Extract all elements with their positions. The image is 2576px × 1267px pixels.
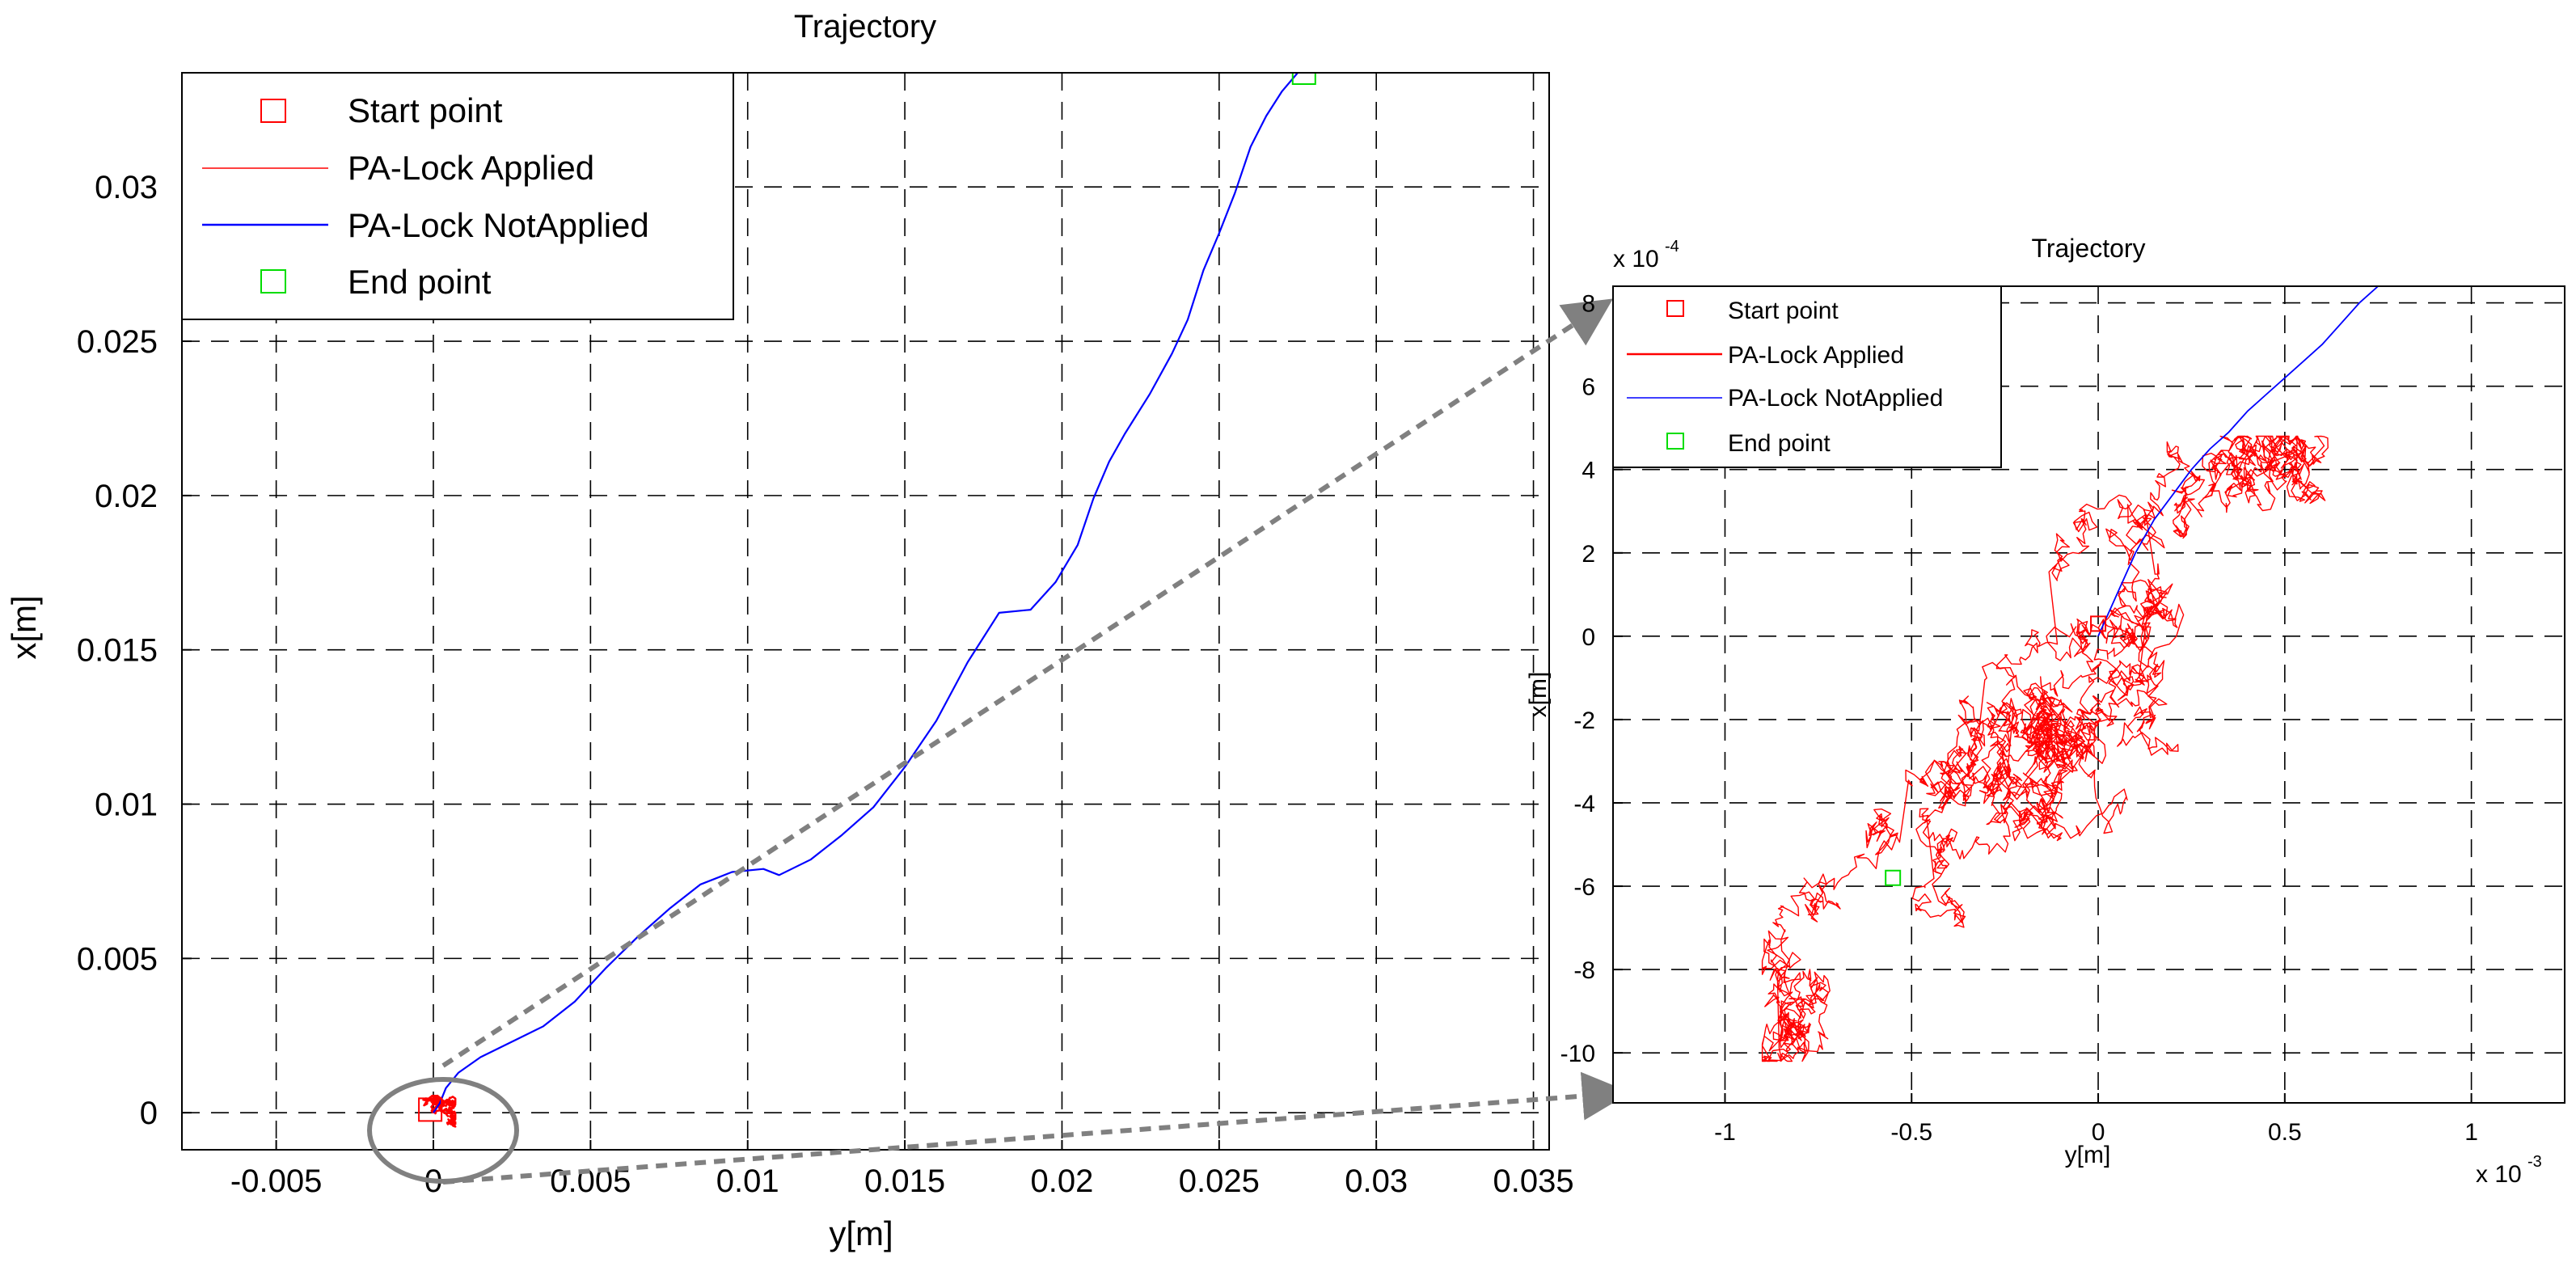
inset-x-tick-label: -1 <box>1714 1119 1736 1146</box>
main-x-tick-label: 0.025 <box>1179 1164 1260 1199</box>
main-legend-start-marker <box>260 99 286 123</box>
inset-legend-start-marker <box>1666 300 1684 317</box>
inset-y-tick-label: 4 <box>1581 458 1595 484</box>
main-y-tick-label: 0.015 <box>77 633 158 669</box>
main-y-tick-label: 0.03 <box>95 170 158 205</box>
inset-x-multiplier: x 10 -3 <box>2476 1153 2542 1188</box>
inset-y-tick-label: -4 <box>1573 791 1595 817</box>
inset-x-multiplier-base: x 10 <box>2476 1161 2522 1188</box>
inset-x-tick-label: 0.5 <box>2268 1119 2302 1146</box>
main-x-tick-label: 0.035 <box>1493 1164 1574 1199</box>
main-chart: -0.005 0 0.005 0.01 0.015 0.02 0.025 0.03 0.035 0… <box>5 9 1574 1252</box>
main-x-tick-label: 0.03 <box>1345 1164 1408 1199</box>
inset-y-tick-label: 8 <box>1581 291 1595 318</box>
inset-legend-notapplied-label: PA-Lock NotApplied <box>1728 385 1943 412</box>
main-x-tick-label: 0.015 <box>864 1164 945 1199</box>
inset-y-tick-label: -10 <box>1560 1041 1595 1067</box>
inset-y-tick-label: -2 <box>1573 707 1595 734</box>
inset-ticks: -1 -0.5 0 0.5 1 -10 -8 -6 -4 -2 0 2 4 6 8 <box>1560 291 2478 1146</box>
main-x-tick-label: 0.02 <box>1031 1164 1094 1199</box>
main-y-tick-label: 0.025 <box>77 324 158 360</box>
main-axes-box <box>181 72 1550 1151</box>
inset-series <box>1761 286 2379 1062</box>
main-ticks: -0.005 0 0.005 0.01 0.015 0.02 0.025 0.03 0.035 0… <box>77 170 1574 1199</box>
main-legend-notapplied-label: PA-Lock NotApplied <box>348 206 649 244</box>
inset-y-tick-label: -8 <box>1573 957 1595 984</box>
inset-marker-end-point <box>1885 869 1902 886</box>
main-x-tick-label: 0.01 <box>716 1164 779 1199</box>
main-y-axis-label: x[m] <box>5 595 43 659</box>
inset-y-multiplier-exp: -4 <box>1665 238 1679 256</box>
inset-legend-end-label: End point <box>1728 430 1831 457</box>
inset-y-multiplier-base: x 10 <box>1613 246 1659 272</box>
main-legend: Start point PA-Lock Applied PA-Lock NotA… <box>181 72 734 320</box>
inset-series-pa-lock-applied <box>1761 435 2329 1062</box>
main-x-tick-label: -0.005 <box>230 1164 322 1199</box>
main-series-pa-lock-notapplied <box>433 73 1299 1113</box>
main-legend-end-label: End point <box>348 263 492 301</box>
main-marker-end-point <box>1291 73 1316 85</box>
main-y-tick-label: 0.005 <box>77 941 158 977</box>
inset-y-tick-label: -6 <box>1573 874 1595 901</box>
main-series-pa-lock-applied <box>422 1094 457 1128</box>
inset-x-tick-label: 1 <box>2464 1119 2478 1146</box>
inset-legend-end-marker <box>1666 433 1684 450</box>
inset-legend: Start point PA-Lock Applied PA-Lock NotA… <box>1612 285 2002 468</box>
zoom-arrow-lower <box>442 1071 1631 1185</box>
main-marker-start-point <box>418 1097 443 1122</box>
inset-y-axis-label: x[m] <box>1525 672 1552 718</box>
main-y-tick-label: 0 <box>140 1096 158 1131</box>
inset-chart: -1 -0.5 0 0.5 1 -10 -8 -6 -4 -2 0 2 4 6 8 Trajectory y… <box>1525 234 2565 1188</box>
main-legend-end-marker <box>260 269 286 294</box>
main-legend-box <box>181 72 734 320</box>
inset-axes-box <box>1612 285 2565 1104</box>
inset-grid <box>1613 286 2565 1103</box>
inset-marker-start-point <box>2090 615 2107 632</box>
inset-y-tick-label: 0 <box>1581 624 1595 651</box>
inset-x-tick-label: 0 <box>2092 1119 2105 1146</box>
inset-y-tick-label: 6 <box>1581 374 1595 401</box>
main-y-tick-label: 0.01 <box>95 788 158 823</box>
inset-series-pa-lock-notapplied <box>2097 286 2379 637</box>
main-series <box>418 73 1316 1128</box>
main-legend-applied-label: PA-Lock Applied <box>348 149 594 187</box>
main-legend-start-label: Start point <box>348 91 503 129</box>
inset-x-multiplier-exp: -3 <box>2527 1153 2542 1171</box>
main-x-axis-label: y[m] <box>829 1214 893 1252</box>
inset-legend-start-label: Start point <box>1728 298 1839 324</box>
main-y-tick-label: 0.02 <box>95 479 158 514</box>
inset-x-tick-label: -0.5 <box>1890 1119 1932 1146</box>
inset-chart-title: Trajectory <box>2031 234 2145 263</box>
inset-legend-applied-label: PA-Lock Applied <box>1728 342 1904 369</box>
inset-y-tick-label: 2 <box>1581 541 1595 568</box>
inset-y-multiplier: x 10 -4 <box>1613 238 1679 272</box>
zoom-callout <box>367 298 1631 1185</box>
inset-x-axis-label: y[m] <box>2065 1142 2111 1168</box>
main-chart-title: Trajectory <box>794 9 936 44</box>
